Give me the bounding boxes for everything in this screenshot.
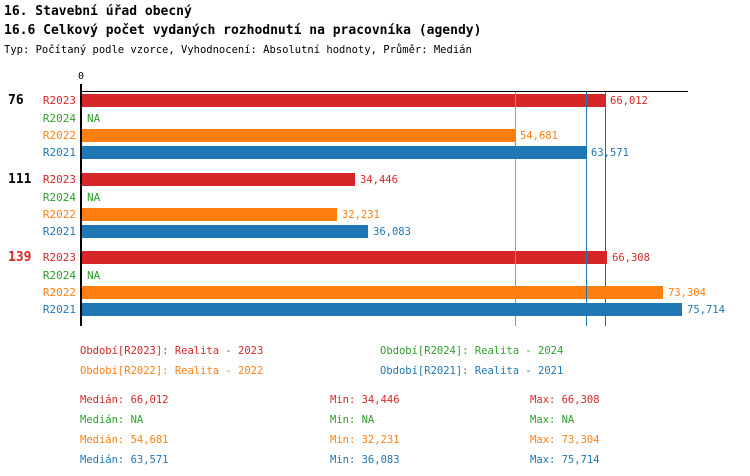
bar-value-label: 34,446 [360,174,398,186]
na-value-label: NA [87,191,101,204]
chart-title: 16.6 Celkový počet vydaných rozhodnutí n… [4,23,482,38]
bar [82,225,368,238]
group-label: 111 [8,172,32,187]
series-label: R2024 [42,112,76,125]
series-label: R2024 [42,191,76,204]
series-label: R2023 [42,94,76,107]
series-label: R2024 [42,269,76,282]
series-label: R2021 [42,303,76,316]
bar [82,129,515,142]
stat-median: Medián: 54,681 [80,434,169,446]
y-axis-line [80,84,82,326]
stat-median: Medián: NA [80,414,144,426]
stat-max: Max: 66,308 [530,394,600,406]
group-label: 76 [8,93,24,108]
series-label: R2023 [42,251,76,264]
bar-value-label: 36,083 [373,226,411,238]
group-label: 139 [8,250,32,265]
stat-max: Max: 75,714 [530,454,600,466]
series-label: R2021 [42,225,76,238]
bar [82,303,682,316]
bar-value-label: 54,681 [520,130,558,142]
series-label: R2023 [42,173,76,186]
stat-max: Max: 73,304 [530,434,600,446]
stat-median: Medián: 63,571 [80,454,169,466]
bar [82,286,663,299]
series-label: R2022 [42,208,76,221]
page-title: 16. Stavební úřad obecný [4,4,192,19]
na-value-label: NA [87,112,101,125]
stat-min: Min: NA [330,414,375,426]
bar-value-label: 66,012 [610,95,648,107]
stat-min: Min: 32,231 [330,434,400,446]
legend-item: Období[R2021]: Realita - 2021 [380,365,564,377]
median-gridline [586,92,587,326]
bar [82,251,607,264]
bar-value-label: 73,304 [668,287,706,299]
stat-median: Medián: 66,012 [80,394,169,406]
series-label: R2022 [42,286,76,299]
bar [82,94,605,107]
bar-value-label: 63,571 [591,147,629,159]
legend-item: Období[R2023]: Realita - 2023 [80,345,264,357]
bar-value-label: 66,308 [612,252,650,264]
na-value-label: NA [87,269,101,282]
chart-subtitle: Typ: Počítaný podle vzorce, Vyhodnocení:… [4,44,472,56]
legend-item: Období[R2022]: Realita - 2022 [80,365,264,377]
bar-value-label: 32,231 [342,209,380,221]
stat-min: Min: 34,446 [330,394,400,406]
legend-item: Období[R2024]: Realita - 2024 [380,345,564,357]
bar [82,208,337,221]
bar [82,146,586,159]
series-label: R2022 [42,129,76,142]
x-axis-zero-label: 0 [77,71,85,82]
stat-max: Max: NA [530,414,575,426]
series-label: R2021 [42,146,76,159]
median-gridline [605,92,606,326]
stat-min: Min: 36,083 [330,454,400,466]
bar [82,173,355,186]
median-gridline [515,92,516,326]
x-axis-line [80,91,688,92]
bar-value-label: 75,714 [687,304,725,316]
